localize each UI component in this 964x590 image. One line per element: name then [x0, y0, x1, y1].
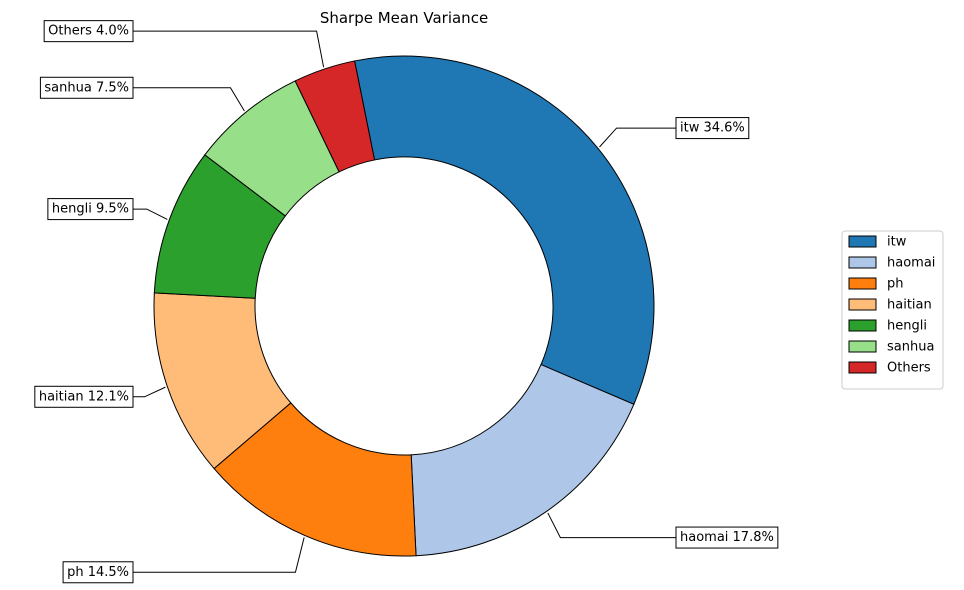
slice-label-text: haitian 12.1%: [39, 389, 129, 404]
slice-label-box: [34, 385, 134, 408]
legend-label: haitian: [887, 298, 932, 313]
slice-labels-group: itw 34.6% haomai 17.8% ph 14.5% haitian 12.…: [34, 20, 779, 584]
slice-label-haitian: haitian 12.1%: [34, 385, 134, 408]
slice-label-text: itw 34.6%: [680, 121, 745, 136]
slice-others: [294, 60, 376, 173]
leader-line-sanhua: [133, 87, 245, 112]
legend-swatch: [848, 256, 877, 269]
legend-swatch: [848, 277, 877, 290]
legend-item-hengli: hengli: [848, 319, 927, 334]
legend-item-ph: ph: [848, 277, 904, 292]
slice-label-box: [47, 198, 134, 221]
legend-item-others: Others: [848, 361, 931, 376]
slice-haomai: [410, 363, 635, 557]
slice-label-box: [62, 561, 134, 584]
leader-line-itw: [599, 127, 676, 148]
slice-label-text: Others 4.0%: [48, 24, 129, 39]
legend-swatch: [848, 340, 877, 353]
slices-group: [153, 55, 655, 557]
leader-line-haitian: [133, 386, 166, 398]
slice-label-text: sanhua 7.5%: [44, 80, 129, 95]
slice-label-box: [39, 76, 134, 99]
legend-swatch: [848, 235, 877, 248]
legend-label: Others: [887, 361, 931, 376]
leader-line-haomai: [547, 512, 676, 539]
legend-label: itw: [887, 235, 907, 250]
leader-line-others: [133, 30, 325, 68]
legend-item-sanhua: sanhua: [848, 340, 934, 355]
legend-item-haitian: haitian: [848, 298, 932, 313]
slice-label-box: [675, 117, 750, 140]
slice-label-text: ph 14.5%: [67, 565, 129, 580]
legend-item-itw: itw: [848, 235, 907, 250]
slice-label-sanhua: sanhua 7.5%: [39, 76, 134, 99]
legend-label: haomai: [887, 256, 935, 271]
slice-label-box: [675, 526, 779, 549]
legend-label: hengli: [887, 319, 927, 334]
slice-label-text: haomai 17.8%: [680, 530, 774, 545]
slice-label-hengli: hengli 9.5%: [47, 198, 134, 221]
legend-swatch: [848, 319, 877, 332]
leader-lines-group: [133, 30, 676, 573]
slice-label-haomai: haomai 17.8%: [675, 526, 779, 549]
leader-line-ph: [133, 537, 305, 573]
slice-itw: [353, 55, 655, 405]
legend-label: sanhua: [887, 340, 934, 355]
slice-label-itw: itw 34.6%: [675, 117, 750, 140]
legend: itw haomai ph haitian hengli sanhua Others: [841, 230, 944, 390]
legend-swatch: [848, 298, 877, 311]
chart-title: Sharpe Mean Variance: [320, 9, 488, 27]
slice-label-ph: ph 14.5%: [62, 561, 134, 584]
slice-label-others: Others 4.0%: [43, 20, 134, 43]
legend-swatch: [848, 361, 877, 374]
slice-label-text: hengli 9.5%: [52, 202, 129, 217]
legend-item-haomai: haomai: [848, 256, 935, 271]
legend-label: ph: [887, 277, 904, 292]
leader-line-hengli: [133, 208, 168, 220]
slice-label-box: [43, 20, 134, 43]
